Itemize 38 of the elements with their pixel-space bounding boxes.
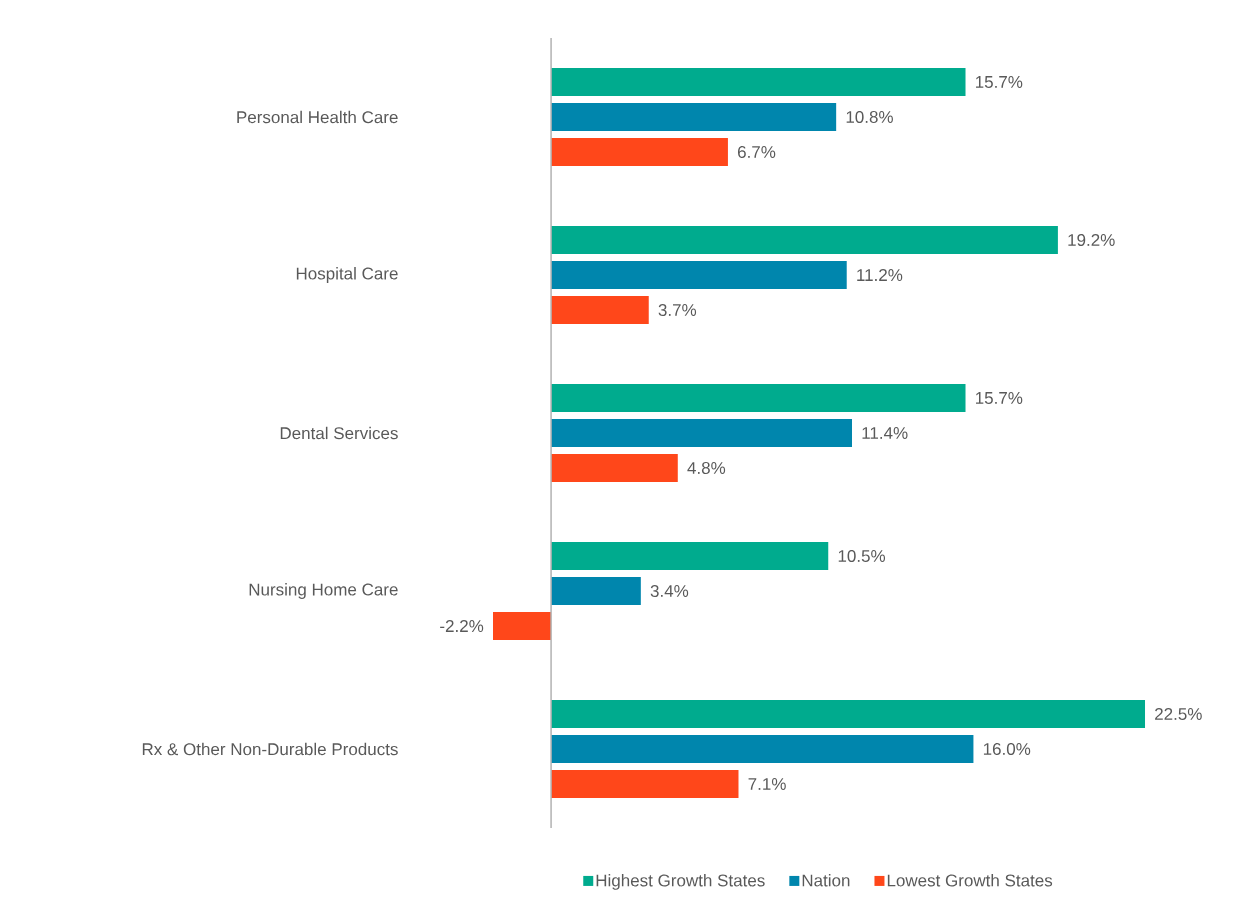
bar <box>551 735 974 763</box>
bar <box>551 419 853 447</box>
legend-label: Nation <box>802 874 850 887</box>
y-tick-label: Hospital Care <box>296 267 398 283</box>
data-label: 10.8% <box>846 110 893 124</box>
legend-label: Highest Growth States <box>596 874 765 890</box>
data-label: 15.7% <box>976 76 1023 88</box>
y-tick-label: Rx & Other Non-Durable Products <box>142 742 398 756</box>
data-label: 22.5% <box>1155 707 1202 721</box>
bar <box>551 296 649 324</box>
data-label: 7.1% <box>748 778 786 790</box>
data-label: 3.4% <box>650 584 689 598</box>
bar <box>551 700 1146 728</box>
data-label: 15.7% <box>976 392 1023 404</box>
data-label: 3.7% <box>658 303 697 317</box>
data-label: 4.8% <box>687 461 726 475</box>
legend-label: Lowest Growth States <box>887 874 1053 887</box>
bar <box>551 542 829 570</box>
data-label: 10.5% <box>838 549 886 563</box>
data-label: 16.0% <box>983 742 1031 756</box>
data-label: 11.4% <box>862 427 908 439</box>
data-label: 19.2% <box>1068 233 1115 247</box>
bar <box>493 612 552 640</box>
bar <box>551 261 847 289</box>
bar <box>551 138 728 166</box>
bar <box>551 225 1058 254</box>
data-label: 11.2% <box>857 269 903 281</box>
bar <box>551 67 966 96</box>
bar <box>551 454 678 482</box>
bar <box>551 383 966 412</box>
y-tick-label: Dental Services <box>280 426 398 440</box>
data-label: 6.7% <box>738 145 776 159</box>
y-tick-label: Personal Health Care <box>237 110 398 124</box>
y-tick-label: Nursing Home Care <box>249 583 398 599</box>
bar <box>551 577 641 605</box>
data-label: -2.2% <box>440 620 484 632</box>
bar <box>551 770 739 798</box>
bar <box>551 102 837 131</box>
